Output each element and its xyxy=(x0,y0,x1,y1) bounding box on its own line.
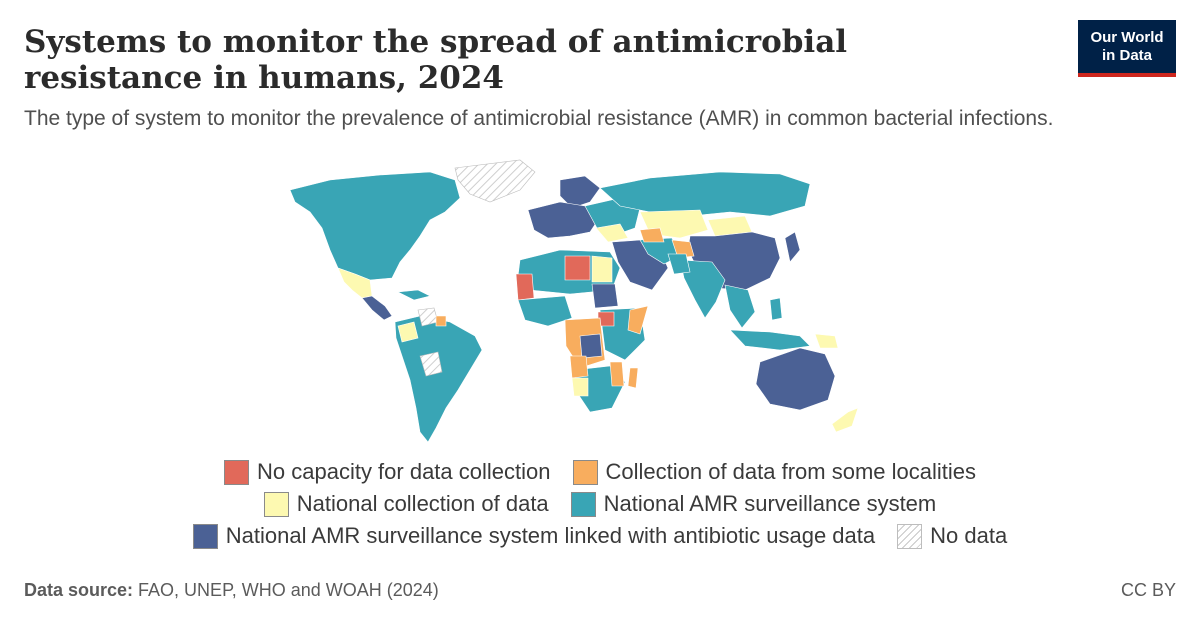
logo-line-2: in Data xyxy=(1101,46,1152,64)
logo-line-1: Our World xyxy=(1090,28,1164,46)
region-indonesia[interactable] xyxy=(729,329,811,351)
data-source-text[interactable]: FAO, UNEP, WHO and WOAH (2024) xyxy=(133,580,439,600)
region-balkans[interactable] xyxy=(595,223,629,243)
region-europe-west[interactable] xyxy=(527,201,599,239)
legend-row-3: National AMR surveillance system linked … xyxy=(0,521,1200,551)
legend-item-no-data[interactable]: No data xyxy=(897,523,1007,549)
region-japan[interactable] xyxy=(784,231,801,263)
world-map[interactable] xyxy=(0,150,1200,450)
legend-swatch-national-surveillance xyxy=(570,491,596,517)
region-bolivia[interactable] xyxy=(419,351,443,377)
legend-item-national-collection[interactable]: National collection of data xyxy=(263,491,549,517)
legend-label-national-collection: National collection of data xyxy=(296,491,549,516)
legend-item-linked-usage[interactable]: National AMR surveillance system linked … xyxy=(192,523,876,549)
region-caribbean[interactable] xyxy=(396,289,431,301)
region-sudan[interactable] xyxy=(591,283,619,309)
legend-label-no-data: No data xyxy=(930,523,1008,548)
legend-label-no-capacity: No capacity for data collection xyxy=(257,459,551,484)
region-colombia[interactable] xyxy=(397,321,419,343)
data-source-label: Data source: xyxy=(24,580,134,600)
legend-label-some-localities: Collection of data from some localities xyxy=(605,459,977,484)
owid-logo[interactable]: Our World in Data xyxy=(1078,20,1176,77)
license-link[interactable]: CC BY xyxy=(1120,580,1176,600)
region-south-america[interactable] xyxy=(394,315,483,443)
region-europe-north[interactable] xyxy=(559,175,601,209)
chart-subtitle: The type of system to monitor the preval… xyxy=(24,107,1054,130)
region-libya[interactable] xyxy=(564,255,591,281)
region-caucasus[interactable] xyxy=(639,227,665,243)
region-india[interactable] xyxy=(679,259,726,319)
legend-row-1: No capacity for data collection Collecti… xyxy=(0,457,1200,487)
region-egypt[interactable] xyxy=(591,255,613,283)
region-congo[interactable] xyxy=(579,333,603,359)
region-new-zealand[interactable] xyxy=(831,407,859,433)
legend-swatch-no-capacity xyxy=(224,459,249,485)
legend-item-no-capacity[interactable]: No capacity for data collection xyxy=(224,459,551,485)
region-guyana[interactable] xyxy=(435,315,447,327)
region-west-africa[interactable] xyxy=(517,295,573,327)
region-mozambique[interactable] xyxy=(609,361,625,387)
legend-row-2: National collection of data National AMR… xyxy=(0,489,1200,519)
legend-swatch-some-localities xyxy=(572,459,598,485)
legend-label-national-surveillance: National AMR surveillance system xyxy=(603,491,937,516)
footer: Data source: FAO, UNEP, WHO and WOAH (20… xyxy=(24,580,1176,601)
region-afghanistan[interactable] xyxy=(671,239,695,259)
region-central-america[interactable] xyxy=(361,295,393,321)
region-australia[interactable] xyxy=(755,347,836,411)
legend-label-linked-usage: National AMR surveillance system linked … xyxy=(225,523,876,548)
legend-swatch-linked-usage xyxy=(192,523,218,549)
region-greenland[interactable] xyxy=(454,159,536,203)
legend-swatch-no-data xyxy=(897,523,923,549)
legend-item-national-surveillance[interactable]: National AMR surveillance system xyxy=(570,491,937,517)
data-source: Data source: FAO, UNEP, WHO and WOAH (20… xyxy=(24,580,439,601)
region-russia[interactable] xyxy=(599,171,811,217)
region-mauritania[interactable] xyxy=(515,273,535,301)
country-shapes xyxy=(289,159,859,443)
region-somalia[interactable] xyxy=(627,305,649,335)
legend-item-some-localities[interactable]: Collection of data from some localities xyxy=(572,459,977,485)
region-southeast-asia[interactable] xyxy=(724,284,756,329)
region-namibia[interactable] xyxy=(571,377,589,397)
legend-swatch-national-collection xyxy=(263,491,289,517)
region-canada-usa[interactable] xyxy=(289,171,461,281)
chart-title: Systems to monitor the spread of antimic… xyxy=(24,24,848,96)
region-madagascar[interactable] xyxy=(627,367,639,389)
region-angola[interactable] xyxy=(569,355,589,379)
region-pakistan[interactable] xyxy=(667,253,691,275)
region-philippines[interactable] xyxy=(769,297,783,321)
region-png[interactable] xyxy=(814,333,839,349)
